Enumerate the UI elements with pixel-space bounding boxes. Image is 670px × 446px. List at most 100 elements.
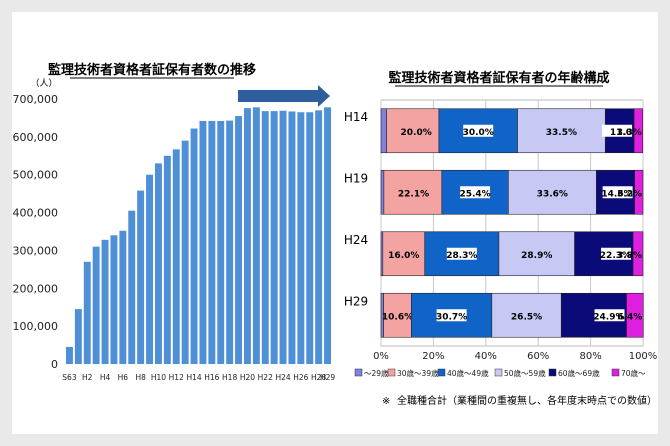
right-data-label: 25.4%	[459, 189, 490, 199]
right-chart: 監理技術者資格者証保有者の年齢構成 2.1%20.0%30.0%33.5%11.…	[344, 70, 657, 407]
left-x-tick-label: H20	[240, 373, 255, 382]
right-data-label: 28.3%	[446, 251, 477, 261]
left-bar	[226, 120, 234, 364]
right-data-label: 16.0%	[388, 251, 419, 261]
right-data-label: 22.1%	[398, 189, 429, 199]
left-bar	[279, 110, 287, 364]
legend-swatch	[387, 368, 396, 377]
right-category-label: H24	[344, 233, 368, 247]
right-data-label-bg	[601, 247, 632, 260]
right-x-tick-label: 20%	[422, 351, 444, 362]
left-bar	[235, 116, 243, 365]
left-y-tick-label: 700,000	[13, 93, 59, 106]
legend-label: 60歳～69歳	[558, 368, 600, 378]
left-bars	[65, 107, 332, 365]
left-y-tick-label: 200,000	[13, 282, 59, 295]
left-y-tick-label: 100,000	[13, 320, 59, 333]
right-y-axis: H14 H19 H24 H29	[344, 110, 368, 309]
right-data-label: 30.0%	[463, 128, 494, 138]
right-data-label-bg	[594, 309, 625, 322]
right-data-label: 10.6%	[382, 312, 413, 322]
left-x-tick-label: H16	[204, 373, 219, 382]
right-category-label: H14	[344, 110, 368, 124]
charts-canvas: 監理技術者資格者証保有者数の推移 （人） 0 100,000 200,000 300,…	[13, 62, 658, 407]
trend-arrow-icon	[238, 85, 330, 107]
right-x-tick-label: 60%	[527, 351, 549, 362]
right-data-label: 11.0	[610, 128, 632, 138]
left-x-tick-label: H14	[186, 373, 201, 382]
right-data-label: 3.2%	[617, 189, 642, 199]
left-chart: 監理技術者資格者証保有者数の推移 （人） 0 100,000 200,000 300,…	[13, 62, 336, 382]
legend-swatch	[494, 368, 503, 377]
legend-label: 30歳～39歳	[397, 368, 439, 378]
footnote: 全職種合計（業種間の重複無し、各年度末時点での数値）	[397, 394, 657, 407]
right-data-label: 22.3%	[600, 251, 631, 261]
left-y-tick-label: 400,000	[13, 207, 59, 220]
left-bar	[324, 107, 332, 364]
legend-label: 50歳～59歳	[504, 368, 546, 378]
right-bar-segment	[380, 169, 385, 215]
left-bar	[163, 155, 171, 364]
left-x-tick-label: H4	[100, 373, 111, 382]
right-x-tick-label: 0%	[373, 351, 389, 362]
left-bar	[172, 149, 180, 364]
right-chart-title: 監理技術者資格者証保有者の年齢構成	[388, 70, 609, 86]
left-y-unit: （人）	[30, 78, 57, 89]
right-bar-segment	[626, 292, 644, 338]
left-y-tick-label: 0	[51, 358, 58, 371]
legend-swatch	[354, 368, 363, 377]
left-x-tick-label: H28	[311, 373, 326, 382]
left-bar	[92, 246, 100, 364]
left-bar	[270, 111, 278, 364]
legend-label: ～29歳	[364, 368, 389, 378]
left-x-tick-label: H8	[135, 373, 146, 382]
legend-swatch	[548, 368, 557, 377]
right-data-label-bg	[602, 186, 633, 199]
legend-swatch	[611, 368, 620, 377]
left-bar	[217, 120, 225, 364]
right-x-tick-label: 40%	[475, 351, 497, 362]
left-bar	[137, 190, 145, 364]
chart-panel: 監理技術者資格者証保有者数の推移 （人） 0 100,000 200,000 300,…	[12, 12, 658, 434]
left-x-tick-label: H24	[275, 373, 290, 382]
right-data-label: 3.3%	[617, 128, 642, 138]
right-bar-segment	[517, 108, 606, 154]
right-data-label: 33.6%	[537, 189, 568, 199]
right-bars: 2.1%20.0%30.0%33.5%11.03.3%1.1%22.1%25.4…	[380, 108, 644, 338]
right-x-tick-label: 100%	[629, 351, 658, 362]
left-bar	[288, 111, 296, 364]
legend-label: 40歳～49歳	[447, 368, 489, 378]
right-data-label-bg	[463, 124, 494, 137]
right-data-label: 30.7%	[436, 312, 467, 322]
right-data-label: 24.9%	[593, 312, 624, 322]
footnote-mark: ※	[382, 396, 390, 407]
right-legend: ～29歳 30歳～39歳 40歳～49歳 50歳～59歳 60歳～69歳 70歳～	[354, 368, 646, 378]
right-bar-segment	[634, 169, 644, 215]
right-data-label: 28.9%	[521, 251, 552, 261]
right-category-label: H29	[344, 294, 368, 308]
left-bar	[146, 174, 154, 364]
left-bar	[315, 110, 323, 364]
right-bar-segment	[498, 231, 575, 277]
right-data-label: 33.5%	[546, 128, 577, 138]
right-bar-segment	[383, 292, 412, 338]
left-y-tick-label: 500,000	[13, 169, 59, 182]
left-x-tick-label: H12	[169, 373, 184, 382]
left-bar	[119, 230, 127, 364]
legend-swatch	[437, 368, 446, 377]
left-bar	[252, 107, 260, 364]
right-data-label: 3.8%	[617, 251, 642, 261]
right-bar-segment	[491, 292, 562, 338]
left-bar	[181, 140, 189, 364]
right-data-label-bg	[446, 247, 477, 260]
left-bar	[83, 261, 91, 364]
left-x-axis: S63 H2 H4 H6 H8 H10 H12 H14 H16 H18 H20 H22 H24 H26 H2…	[62, 373, 335, 382]
left-x-tick-label: H2	[82, 373, 93, 382]
left-y-tick-label: 600,000	[13, 131, 59, 144]
left-x-tick-label: H6	[118, 373, 129, 382]
right-data-label-bg	[436, 309, 467, 322]
left-bar	[101, 239, 109, 364]
left-bar	[243, 108, 251, 364]
left-bar	[306, 112, 314, 364]
left-bar	[74, 309, 82, 364]
